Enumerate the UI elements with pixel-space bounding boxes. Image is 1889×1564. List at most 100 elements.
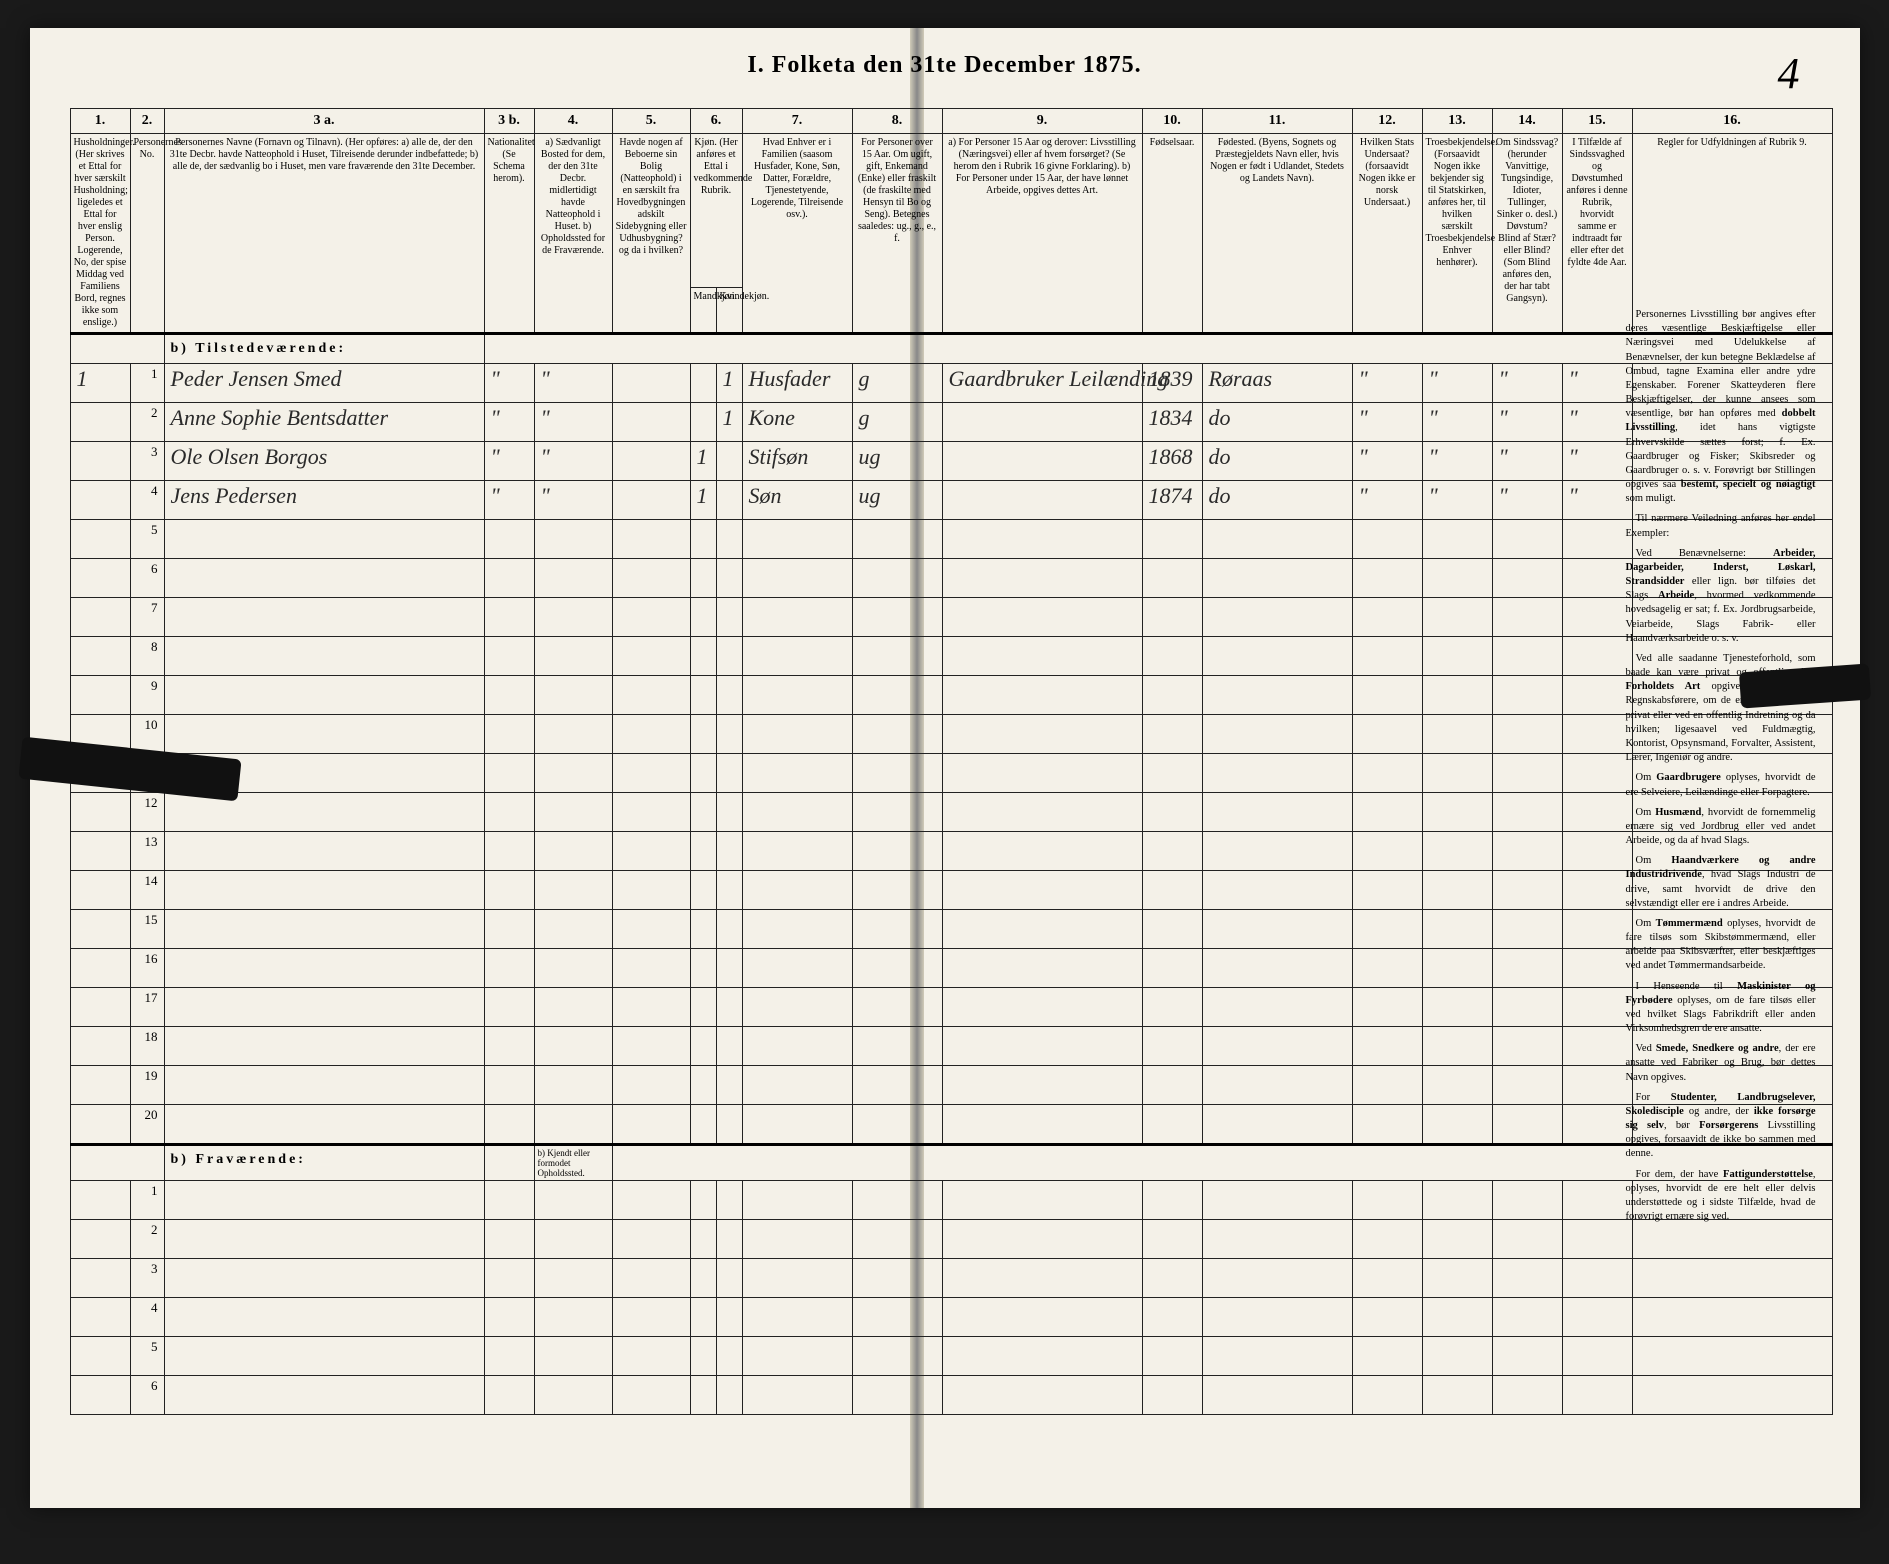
cell: 7 (130, 598, 164, 637)
cell (852, 871, 942, 910)
rules-column: Personernes Livsstilling bør angives eft… (1626, 308, 1816, 1230)
cell (1492, 1337, 1562, 1376)
cell (690, 637, 716, 676)
cell (612, 988, 690, 1027)
rules-paragraph: Om Tømmermænd oplyses, hvorvidt de fare … (1626, 917, 1816, 974)
cell (164, 910, 484, 949)
cell (534, 520, 612, 559)
cell (716, 676, 742, 715)
cell (716, 754, 742, 793)
rules-paragraph: Ved Smede, Snedkere og andre, der ere an… (1626, 1042, 1816, 1085)
cell (164, 1181, 484, 1220)
census-table-wrap: 1. 2. 3 a. 3 b. 4. 5. 6. 7. 8. 9. 10. 11… (70, 108, 1820, 1415)
cell: do (1202, 442, 1352, 481)
cell (1202, 1027, 1352, 1066)
cell: " (1492, 403, 1562, 442)
h13: Troesbekjendelse. (Forsaavidt Nogen ikke… (1422, 134, 1492, 334)
cell (484, 949, 534, 988)
cell (70, 1066, 130, 1105)
cell (1492, 1105, 1562, 1145)
cell (1352, 910, 1422, 949)
cell (942, 676, 1142, 715)
cell: 1 (690, 442, 716, 481)
cell (1142, 832, 1202, 871)
cell (716, 637, 742, 676)
cell (1142, 676, 1202, 715)
cell (742, 1181, 852, 1220)
cell (534, 715, 612, 754)
col-3a: 3 a. (164, 109, 484, 134)
cell (1142, 1259, 1202, 1298)
cell: 3 (130, 442, 164, 481)
cell (1202, 832, 1352, 871)
cell (716, 910, 742, 949)
cell (70, 910, 130, 949)
absent-row: 5 (70, 1337, 1832, 1376)
cell: do (1202, 403, 1352, 442)
col-11: 11. (1202, 109, 1352, 134)
cell (1562, 520, 1632, 559)
cell (1562, 637, 1632, 676)
cell (1562, 1259, 1632, 1298)
cell (164, 520, 484, 559)
cell (1352, 988, 1422, 1027)
cell (484, 598, 534, 637)
cell (942, 403, 1142, 442)
cell: " (1422, 364, 1492, 403)
cell (742, 598, 852, 637)
cell: 19 (130, 1066, 164, 1105)
cell (1352, 871, 1422, 910)
cell (1492, 1181, 1562, 1220)
cell (1202, 520, 1352, 559)
cell (70, 481, 130, 520)
cell (942, 637, 1142, 676)
entry-row: 2Anne Sophie Bentsdatter""1Koneg1834do""… (70, 403, 1832, 442)
cell (690, 1337, 716, 1376)
rules-paragraph: Om Gaardbrugere oplyses, hvorvidt de ere… (1626, 771, 1816, 799)
header-row: Husholdninger. (Her skrives et Ettal for… (70, 134, 1832, 288)
blank-row: 6 (70, 559, 1832, 598)
cell (1492, 559, 1562, 598)
cell (852, 910, 942, 949)
cell: " (1492, 442, 1562, 481)
cell (1562, 715, 1632, 754)
cell: " (484, 403, 534, 442)
cell: g (852, 364, 942, 403)
cell (1422, 637, 1492, 676)
cell (1352, 637, 1422, 676)
cell (1202, 598, 1352, 637)
cell (612, 403, 690, 442)
cell: 1 (130, 364, 164, 403)
cell (1422, 676, 1492, 715)
cell (70, 403, 130, 442)
cell (852, 520, 942, 559)
cell (690, 910, 716, 949)
cell (1562, 676, 1632, 715)
cell (1352, 1181, 1422, 1220)
cell (742, 1220, 852, 1259)
cell (1422, 910, 1492, 949)
cell (1142, 1220, 1202, 1259)
cell (1142, 754, 1202, 793)
cell (1142, 1027, 1202, 1066)
cell (716, 442, 742, 481)
cell: Ole Olsen Borgos (164, 442, 484, 481)
absent-row: 6 (70, 1376, 1832, 1415)
rules-paragraph: I Henseende til Maskinister og Fyrbødere… (1626, 980, 1816, 1037)
cell (690, 1259, 716, 1298)
cell (1202, 1066, 1352, 1105)
cell: 6 (130, 1376, 164, 1415)
cell (1422, 1181, 1492, 1220)
cell (70, 676, 130, 715)
cell (690, 598, 716, 637)
col-15: 15. (1562, 109, 1632, 134)
cell (942, 1376, 1142, 1415)
cell (942, 988, 1142, 1027)
cell (1492, 949, 1562, 988)
cell: " (534, 481, 612, 520)
cell (484, 754, 534, 793)
cell (164, 637, 484, 676)
cell (690, 676, 716, 715)
cell (1422, 1220, 1492, 1259)
cell (852, 559, 942, 598)
